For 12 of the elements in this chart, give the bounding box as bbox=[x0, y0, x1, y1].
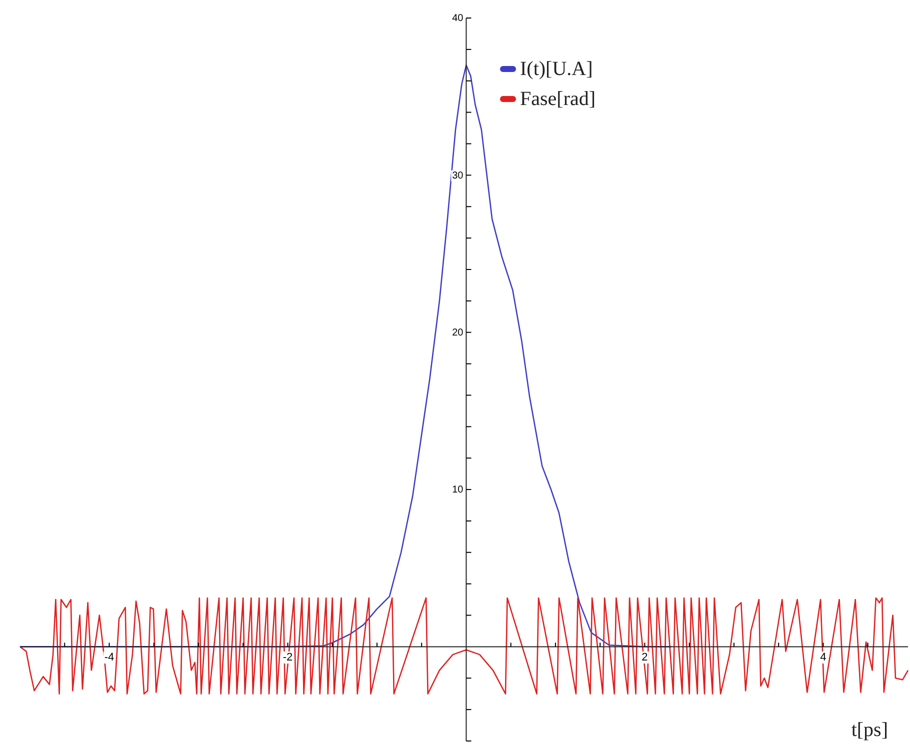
x-tick-label: -4 bbox=[104, 652, 114, 664]
y-tick-label: 30 bbox=[452, 170, 464, 182]
legend-label: I(t)[U.A] bbox=[520, 58, 593, 80]
x-tick-label: 4 bbox=[820, 652, 826, 664]
x-tick-label: -2 bbox=[282, 652, 293, 664]
y-tick-label: 10 bbox=[452, 484, 464, 496]
y-tick-label: 20 bbox=[452, 328, 464, 339]
y-tick-label: 40 bbox=[452, 13, 464, 24]
x-tick-label: 2 bbox=[642, 652, 648, 664]
legend-label: Fase[rad] bbox=[520, 88, 596, 110]
line-series bbox=[19, 597, 909, 694]
x-axis-title: t[ps] bbox=[851, 719, 888, 741]
